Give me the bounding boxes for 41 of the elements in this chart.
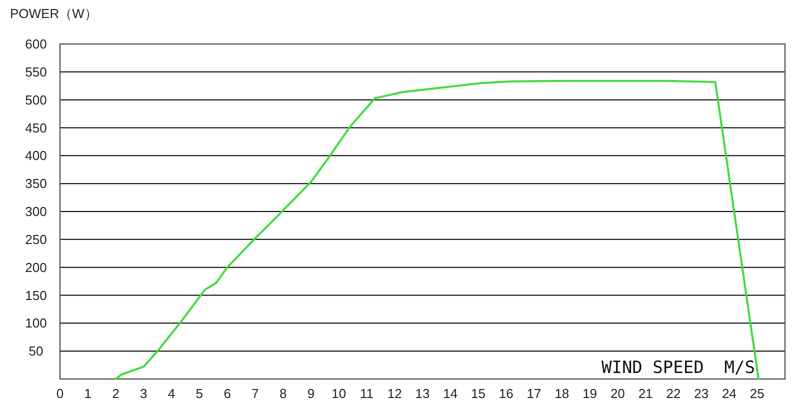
- x-tick-label: 14: [443, 386, 458, 401]
- y-tick-label: 400: [25, 148, 47, 164]
- x-tick-label: 3: [140, 386, 148, 401]
- x-tick-label: 13: [415, 386, 430, 401]
- x-tick-label: 15: [471, 386, 486, 401]
- x-tick-label: 24: [722, 386, 736, 401]
- y-tick-label: 150: [25, 288, 47, 303]
- y-tick-label: 200: [25, 260, 47, 275]
- x-axis-title: WIND SPEED M/S: [601, 358, 755, 378]
- y-tick-label: 550: [25, 64, 47, 80]
- x-tick-label: 18: [554, 386, 570, 401]
- x-tick-label: 23: [694, 386, 709, 401]
- x-tick-label: 1: [84, 386, 92, 401]
- x-tick-label: 6: [224, 386, 231, 401]
- x-tick-label: 4: [168, 386, 176, 401]
- x-tick-label: 8: [279, 386, 287, 401]
- x-tick-label: 2: [112, 386, 120, 401]
- line-series: [114, 80, 760, 380]
- x-tick-label: 5: [196, 386, 204, 401]
- y-tick-label: 600: [25, 36, 47, 52]
- x-tick-label: 7: [252, 386, 259, 401]
- y-tick-label: 300: [25, 204, 47, 220]
- x-tick-label: 11: [360, 386, 374, 401]
- x-tick-label: 12: [387, 386, 402, 401]
- x-tick-label: 25: [750, 386, 764, 401]
- x-tick-label: 20: [610, 386, 625, 401]
- y-tick-label: 100: [25, 316, 47, 331]
- x-tick-label: 21: [638, 386, 653, 401]
- x-tick-label: 19: [582, 386, 598, 401]
- y-tick-label: 50: [28, 344, 44, 359]
- y-tick-label: 350: [25, 176, 47, 192]
- x-tick-label: 0: [56, 386, 64, 401]
- y-tick-label: 450: [25, 120, 47, 136]
- x-tick-label: 16: [498, 386, 514, 401]
- x-tick-label: 22: [666, 386, 681, 401]
- x-tick-label: 10: [332, 386, 346, 401]
- y-tick-label: 500: [25, 92, 47, 108]
- x-tick-label: 9: [307, 386, 315, 401]
- y-tick-label: 250: [25, 232, 47, 247]
- y-axis-title: POWER（W）: [10, 6, 98, 21]
- x-tick-label: 17: [526, 386, 542, 401]
